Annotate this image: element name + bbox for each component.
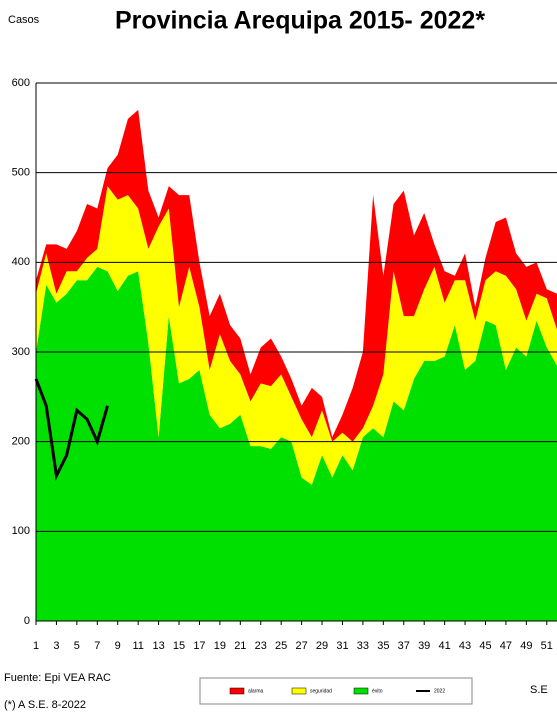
legend-swatch <box>229 687 245 695</box>
x-tick-label: 11 <box>132 640 143 652</box>
x-tick-label: 25 <box>275 640 287 652</box>
x-tick-label: 1 <box>33 640 39 652</box>
legend-swatch <box>353 687 369 695</box>
x-tick-label: 29 <box>316 640 328 652</box>
legend-label: éxito <box>372 688 383 694</box>
footnote: (*) A S.E. 8-2022 <box>4 699 86 711</box>
x-tick-label: 3 <box>53 640 59 652</box>
x-tick-label: 31 <box>336 640 348 652</box>
x-tick-label: 39 <box>418 640 430 652</box>
x-tick-label: 35 <box>377 640 389 652</box>
x-tick-label: 5 <box>74 640 80 652</box>
legend-swatch <box>291 687 307 695</box>
line <box>34 378 109 481</box>
area <box>36 266 557 621</box>
x-tick-label: 17 <box>193 640 205 652</box>
y-tick-label: 0 <box>24 615 30 627</box>
y-tick-label: 200 <box>12 436 30 448</box>
x-tick-label: 37 <box>398 640 410 652</box>
area <box>36 186 557 485</box>
x-tick-label: 41 <box>439 640 451 652</box>
x-tick-label: 9 <box>115 640 121 652</box>
legend-label: alarma <box>248 688 264 694</box>
x-tick-label: 43 <box>459 640 471 652</box>
chart-title: Provincia Arequipa 2015- 2022* <box>115 7 485 35</box>
x-tick-label: 51 <box>541 640 553 652</box>
y-tick-label: 400 <box>12 256 30 268</box>
y-tick-label: 500 <box>12 167 30 179</box>
x-tick-label: 13 <box>152 640 164 652</box>
x-tick-label: 45 <box>479 640 491 652</box>
y-axis-label: Casos <box>8 14 40 26</box>
x-tick-label: 7 <box>94 640 100 652</box>
x-tick-label: 15 <box>173 640 185 652</box>
area <box>36 109 557 442</box>
y-tick-label: 600 <box>12 77 30 89</box>
x-tick-label: 23 <box>255 640 267 652</box>
x-tick-label: 49 <box>520 640 532 652</box>
x-tick-label: 47 <box>500 640 512 652</box>
y-tick-label: 100 <box>12 525 30 537</box>
x-tick-label: 27 <box>295 640 307 652</box>
x-tick-label: 21 <box>234 640 246 652</box>
x-tick-label: 33 <box>357 640 369 652</box>
legend-label: seguridad <box>310 688 332 694</box>
source-note: Fuente: Epi VEA RAC <box>4 672 111 684</box>
y-tick-label: 300 <box>12 346 30 358</box>
legend-label: 2022 <box>434 688 445 694</box>
x-axis-label: S.E <box>530 684 548 696</box>
x-tick-label: 19 <box>214 640 226 652</box>
